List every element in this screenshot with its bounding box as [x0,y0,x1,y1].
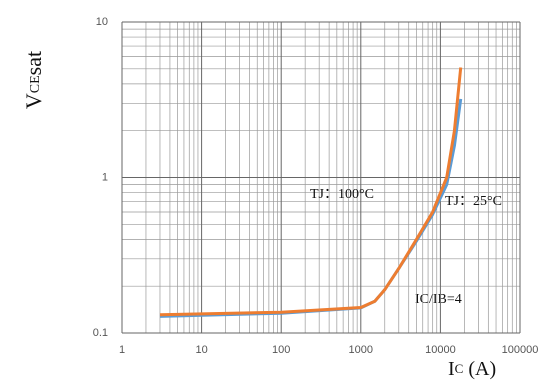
x-axis-label: IC (A) [448,358,496,380]
annotation: IC/IB=4 [415,292,462,307]
series-label: TJ：100°C [310,187,374,202]
series-line [159,98,463,318]
y-axis-label: VCEsat [21,51,46,109]
x-tick-label: 1 [119,344,125,356]
series-label: TJ：25°C [445,194,502,209]
x-label-main: I [448,358,455,380]
y-label-rest: sat [21,51,46,75]
y-label-main: V [21,93,46,109]
y-label-sub: CE [28,75,43,93]
x-label-sub: C [455,361,464,376]
y-tick-label: 10 [96,16,108,28]
y-tick-label: 1 [102,171,108,183]
x-tick-label: 100 [272,344,290,356]
x-tick-label: 10 [195,344,207,356]
series-line [159,67,463,317]
x-tick-label: 10000 [425,344,456,356]
x-tick-label: 1000 [349,344,373,356]
x-label-rest: (A) [463,358,496,380]
x-tick-label: 100000 [502,344,539,356]
y-tick-label: 0.1 [93,327,108,339]
